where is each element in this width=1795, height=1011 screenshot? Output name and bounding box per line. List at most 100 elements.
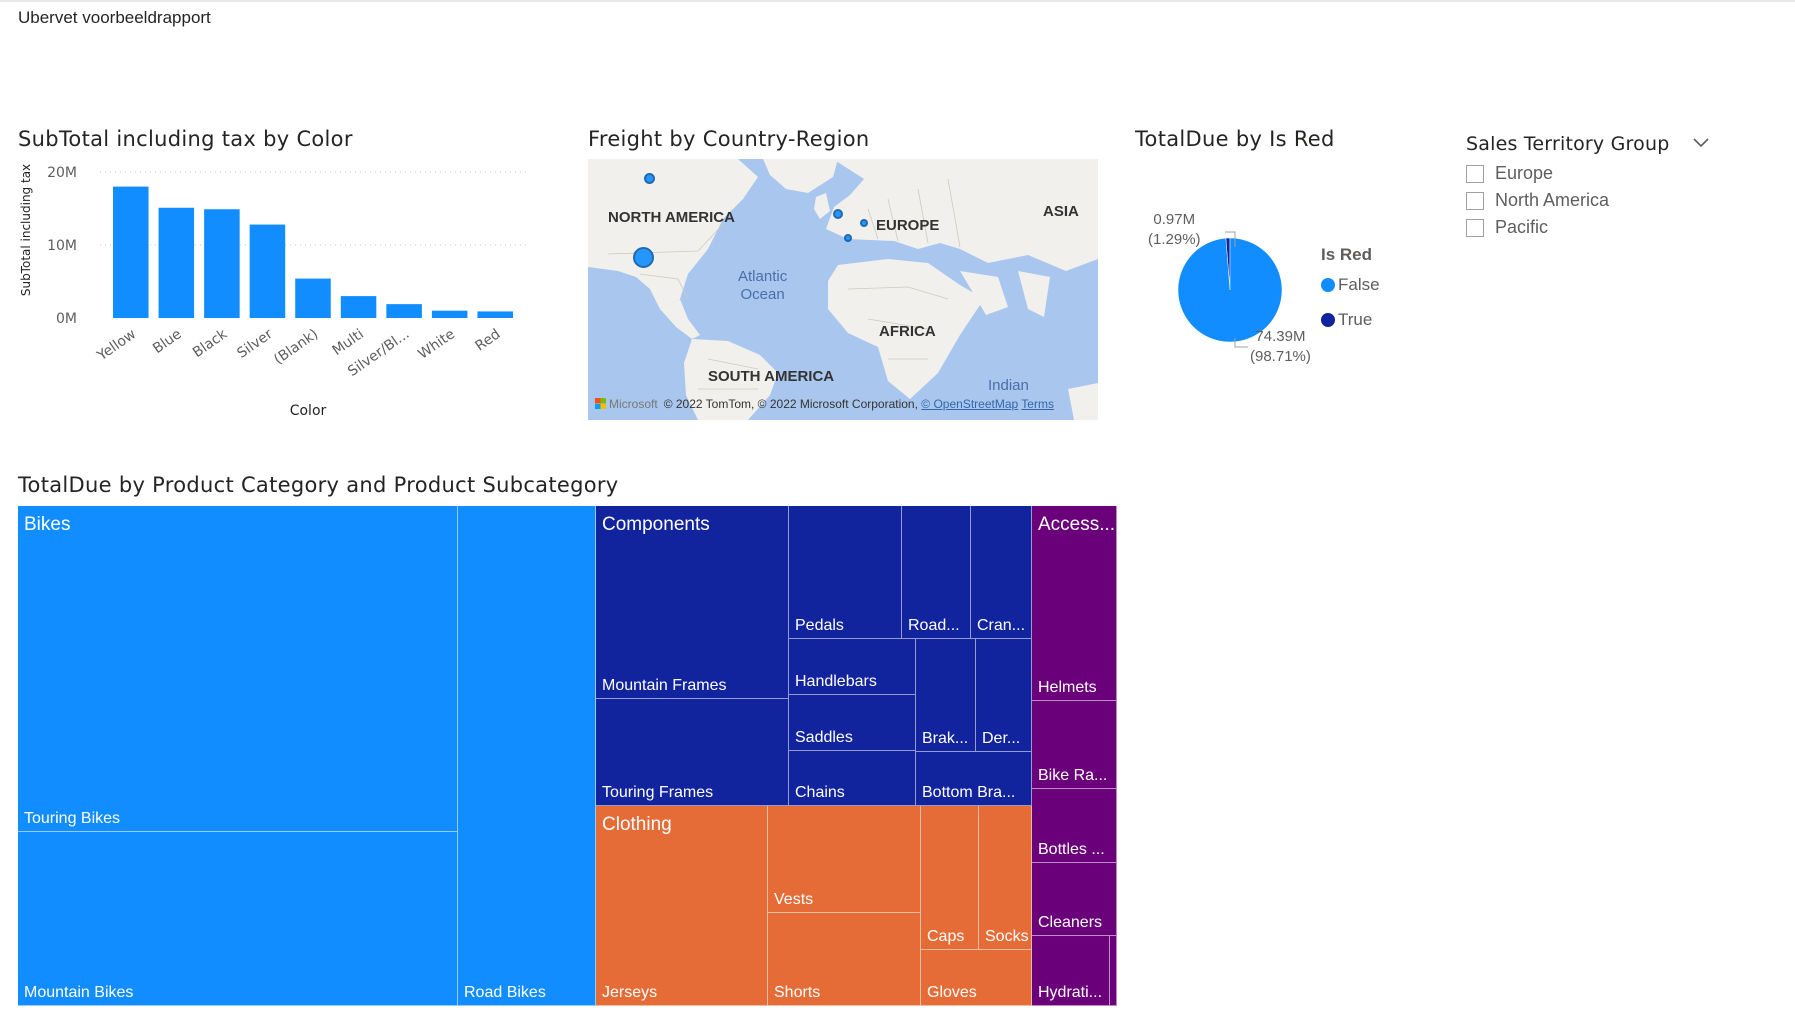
x-tick-label: Yellow <box>94 326 139 364</box>
tile-label: Chains <box>795 784 845 801</box>
map-bubble-united-states[interactable] <box>633 247 654 268</box>
tile-label: Vests <box>774 891 814 908</box>
treemap-tile-jerseys[interactable]: Clothing Jerseys <box>596 806 768 1006</box>
treemap-tile-handlebars[interactable]: Handlebars <box>789 639 916 695</box>
pie-slice-false[interactable] <box>1177 237 1283 343</box>
map-bubble-germany[interactable] <box>860 219 868 227</box>
treemap-tile-bottles[interactable]: Bottles ... <box>1032 789 1117 863</box>
slicer-item-europe[interactable]: Europe <box>1466 163 1553 184</box>
microsoft-wordmark: Microsoft <box>609 397 658 411</box>
treemap-tile-helmets[interactable]: Access... Helmets <box>1032 506 1117 701</box>
tile-label: Jerseys <box>602 984 658 1001</box>
legend-label-true: True <box>1338 310 1373 329</box>
map-label-africa: AFRICA <box>879 323 936 340</box>
bar-multi[interactable] <box>340 296 377 318</box>
pie-label-true-pct: (1.29%) <box>1148 231 1201 248</box>
bar-chart[interactable]: 20M 10M 0M Yellow Blue Black Silver(Blank) Mul… <box>0 160 560 430</box>
bar-chart-y-axis-label: SubTotal including tax <box>19 164 33 296</box>
tile-label: Road Bikes <box>464 984 546 1001</box>
checkbox[interactable] <box>1466 191 1484 210</box>
treemap-tile-socks[interactable]: Socks <box>979 806 1032 950</box>
treemap-tile-touring-bikes[interactable]: Bikes Touring Bikes <box>18 506 458 832</box>
treemap-tile-saddles[interactable]: Saddles <box>789 695 916 751</box>
tile-label: Shorts <box>774 984 821 1001</box>
tile-label: Cran... <box>977 617 1026 634</box>
y-tick-label: 20M <box>47 165 77 181</box>
treemap-tile-cranksets[interactable]: Cran... <box>971 506 1032 639</box>
bar-blank[interactable] <box>295 278 331 318</box>
checkbox[interactable] <box>1466 164 1484 183</box>
pie-label-true-value: 0.97M <box>1153 211 1196 228</box>
x-tick-label: Black <box>190 326 231 361</box>
treemap-tile-brakes[interactable]: Brak... <box>916 639 976 752</box>
tile-label: Saddles <box>795 729 853 746</box>
treemap-tile-road-bikes[interactable]: Road Bikes <box>458 506 596 1006</box>
treemap-category-accessories: Access... <box>1038 514 1116 535</box>
tile-label: Mountain Bikes <box>24 984 134 1001</box>
legend-item-false[interactable]: False <box>1321 275 1380 295</box>
map-label-south-america: SOUTH AMERICA <box>708 368 835 385</box>
map-label-europe: EUROPE <box>876 217 940 234</box>
treemap-tile-cleaners[interactable]: Cleaners <box>1032 863 1117 936</box>
treemap-tile-bottom-brackets[interactable]: Bottom Bra... <box>916 752 1032 806</box>
treemap-tile-shorts[interactable]: Shorts <box>768 913 921 1006</box>
treemap-tile-hydration[interactable]: Hydrati... <box>1032 936 1110 1006</box>
treemap-tile-touring-frames[interactable]: Touring Frames <box>596 699 789 806</box>
checkbox[interactable] <box>1466 218 1484 237</box>
terms-link[interactable]: Terms <box>1021 397 1054 411</box>
treemap-tile-gloves[interactable]: Gloves <box>921 950 1032 1006</box>
tile-label: Bottom Bra... <box>922 784 1016 801</box>
bar-red[interactable] <box>477 311 513 318</box>
legend-dot-false <box>1321 278 1335 292</box>
pie-label-false: 74.39M (98.71%) <box>1250 327 1311 367</box>
x-tick-label: Blue <box>150 326 185 357</box>
treemap-tile-derailleurs[interactable]: Der... <box>976 639 1032 752</box>
pie-chart[interactable] <box>1170 230 1290 350</box>
tile-label: Touring Bikes <box>24 810 121 827</box>
tile-label: Touring Frames <box>602 784 714 801</box>
slicer-item-label: North America <box>1495 190 1610 210</box>
bar-white[interactable] <box>431 310 468 318</box>
tile-label: Hydrati... <box>1038 984 1103 1001</box>
tile-label: Cleaners <box>1038 914 1103 931</box>
bar-yellow[interactable] <box>113 186 149 318</box>
legend-item-true[interactable]: True <box>1321 310 1372 330</box>
treemap-tile-chains[interactable]: Chains <box>789 751 916 806</box>
x-tick-label: White <box>415 326 458 362</box>
microsoft-logo-icon <box>595 398 606 409</box>
bar-blue[interactable] <box>158 207 195 318</box>
treemap-tile-mountain-frames[interactable]: Components Mountain Frames <box>596 506 789 699</box>
tile-label: Der... <box>982 730 1021 747</box>
legend-label-false: False <box>1338 275 1380 294</box>
treemap-tile-bike-racks[interactable]: Bike Ra... <box>1032 701 1117 789</box>
bar-silver[interactable] <box>249 224 286 318</box>
treemap-tile-mountain-bikes[interactable]: Mountain Bikes <box>18 832 458 1006</box>
map-label-north-america: NORTH AMERICA <box>608 209 735 226</box>
bar-black[interactable] <box>204 209 240 318</box>
slicer-item-north-america[interactable]: North America <box>1466 190 1609 211</box>
treemap-tile-caps[interactable]: Caps <box>921 806 979 950</box>
map-bubble-canada[interactable] <box>644 173 655 184</box>
treemap-category-components: Components <box>602 514 710 535</box>
x-tick-label: (Blank) <box>271 326 321 368</box>
map-credit-text: © 2022 TomTom, © 2022 Microsoft Corporat… <box>663 397 918 411</box>
slicer-item-pacific[interactable]: Pacific <box>1466 217 1548 238</box>
tile-label: Helmets <box>1038 679 1097 696</box>
map-label-asia: ASIA <box>1043 203 1079 220</box>
tile-label: Bottles ... <box>1038 841 1105 858</box>
chevron-down-icon[interactable] <box>1692 137 1710 149</box>
bar-chart-title: SubTotal including tax by Color <box>18 127 353 151</box>
top-divider <box>0 0 1795 2</box>
treemap[interactable]: Bikes Touring Bikes Mountain Bikes Road … <box>18 506 1122 1006</box>
treemap-tile-road-frames[interactable]: Road... <box>902 506 971 639</box>
treemap-tile-vests[interactable]: Vests <box>768 806 921 913</box>
treemap-tile-pedals[interactable]: Pedals <box>789 506 902 639</box>
bar-silverbl[interactable] <box>386 304 422 318</box>
map-bubble-france[interactable] <box>844 234 852 242</box>
pie-label-false-pct: (98.71%) <box>1250 348 1311 365</box>
map-visual[interactable]: NORTH AMERICA EUROPE ASIA AFRICA SOUTH A… <box>588 159 1098 420</box>
openstreetmap-link[interactable]: © OpenStreetMap <box>921 397 1019 411</box>
map-bubble-uk[interactable] <box>833 209 843 219</box>
tile-label: Pedals <box>795 617 844 634</box>
treemap-tile-other-accessory[interactable] <box>1110 936 1117 1006</box>
